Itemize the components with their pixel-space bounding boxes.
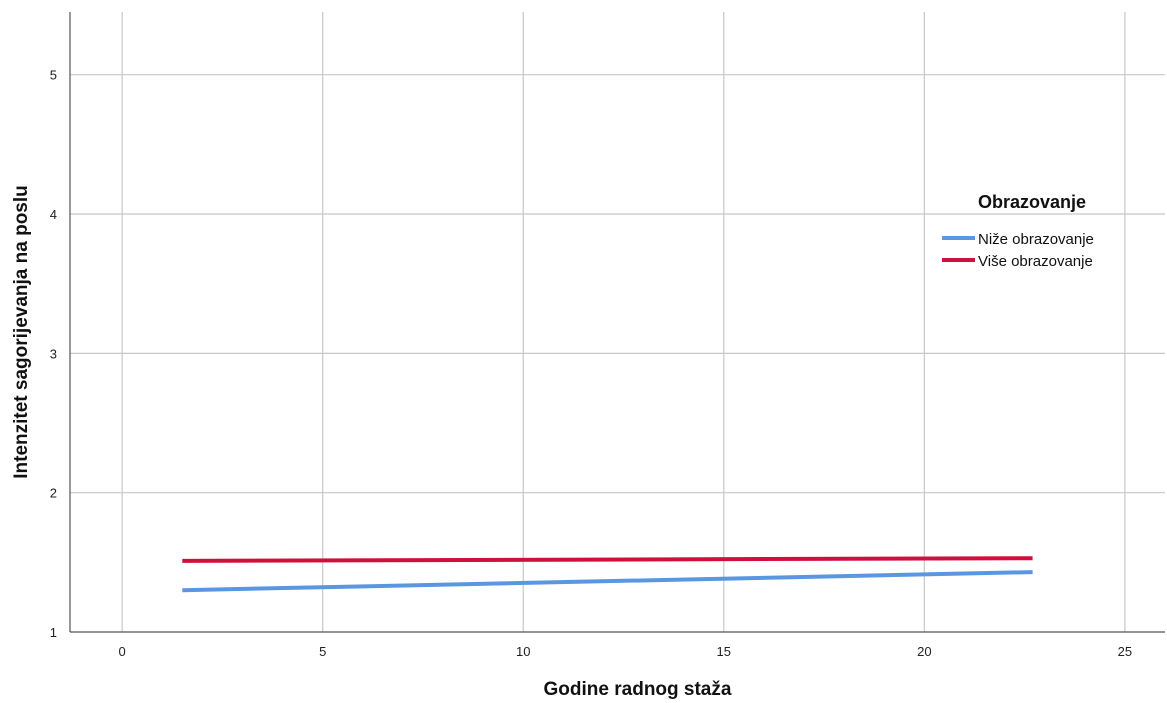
y-axis-title: Intenzitet sagorijevanja na poslu — [11, 185, 32, 479]
legend-label: Više obrazovanje — [978, 253, 1093, 270]
series-line — [182, 558, 1032, 561]
legend: Obrazovanje Niže obrazovanje Više obrazov… — [942, 192, 1094, 270]
y-tick-label: 4 — [50, 207, 57, 222]
x-tick-label: 5 — [319, 644, 326, 659]
tick-labels: 0 5 10 15 20 25 1 2 3 4 5 — [50, 68, 1132, 659]
x-tick-label: 10 — [516, 644, 530, 659]
x-tick-label: 25 — [1118, 644, 1132, 659]
y-tick-label: 5 — [50, 68, 57, 83]
y-tick-label: 2 — [50, 486, 57, 501]
axes — [70, 12, 1165, 632]
grid-lines — [70, 12, 1165, 632]
y-tick-label: 3 — [50, 346, 57, 361]
series-lines — [182, 558, 1032, 590]
x-tick-label: 0 — [119, 644, 126, 659]
y-tick-label: 1 — [50, 625, 57, 640]
legend-title: Obrazovanje — [978, 192, 1086, 212]
x-tick-label: 20 — [917, 644, 931, 659]
x-axis-title: Godine radnog staža — [544, 679, 732, 700]
x-tick-label: 15 — [717, 644, 731, 659]
series-line — [182, 572, 1032, 590]
legend-label: Niže obrazovanje — [978, 231, 1094, 248]
